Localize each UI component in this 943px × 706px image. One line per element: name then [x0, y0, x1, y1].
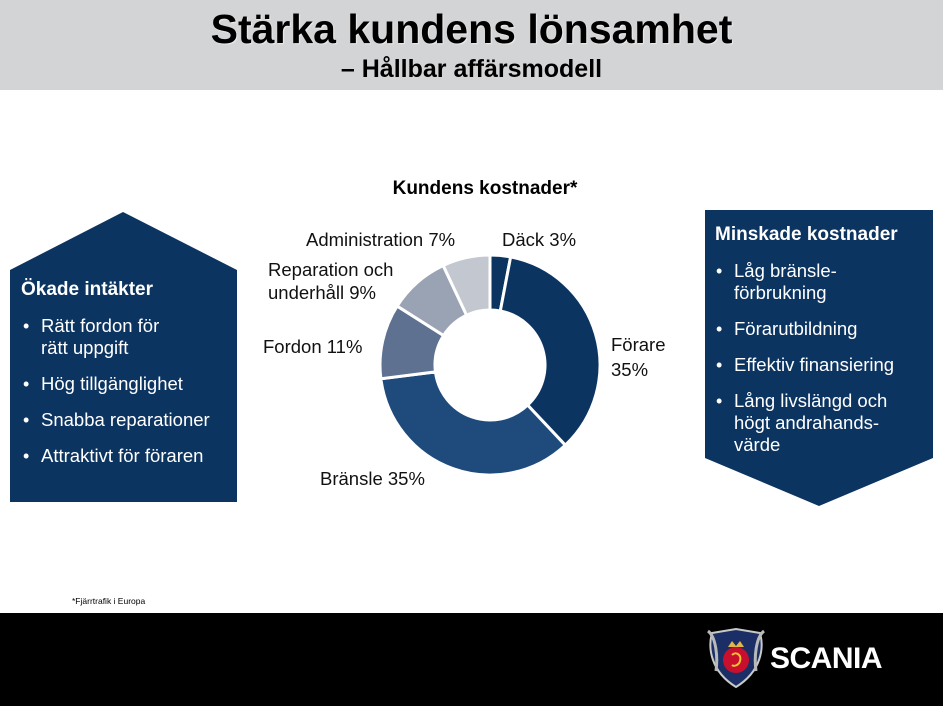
list-item-text: Attraktivt för föraren: [41, 445, 204, 466]
list-item: • Rätt fordon för rätt uppgift: [23, 315, 210, 359]
list-item-text: Effektiv finansiering: [734, 354, 895, 375]
list-item-text: Hög tillgänglighet: [41, 373, 183, 394]
page-title: Stärka kundens lönsamhet: [210, 6, 733, 52]
list-item: • Attraktivt för föraren: [23, 445, 210, 467]
label-administration: Administration 7%: [306, 229, 456, 250]
donut-slice-2: [379, 370, 568, 477]
list-item: • Hög tillgänglighet: [23, 373, 210, 395]
list-item-text: Förarutbildning: [734, 318, 858, 339]
list-item-text: Rätt fordon för: [41, 315, 160, 336]
label-reparation-line1: Reparation och: [268, 259, 394, 280]
bullet-icon: •: [716, 391, 723, 411]
chart-title: Kundens kostnader*: [392, 178, 578, 199]
list-item: • Lång livslängd och högt andrahands-värde: [716, 390, 894, 456]
increased-revenue-box: Ökade intäkter • Rätt fordon för rätt uppg…: [10, 212, 237, 502]
header-band: Stärka kundens lönsamhet – Hållbar affär…: [0, 0, 943, 90]
list-item-text: Lång livslängd och: [734, 390, 888, 411]
increased-revenue-list: • Rätt fordon för rätt uppgift • Hög tillgä…: [23, 315, 210, 481]
donut-slice-1: [498, 255, 602, 448]
list-item: • Snabba reparationer: [23, 409, 210, 431]
reduced-costs-heading: Minskade kostnader: [715, 224, 898, 245]
bullet-icon: •: [23, 410, 30, 430]
bullet-icon: •: [716, 319, 723, 339]
list-item-text: högt andrahands-: [734, 412, 880, 433]
label-fordon: Fordon 11%: [263, 336, 363, 357]
bullet-icon: •: [716, 355, 723, 375]
increased-revenue-heading: Ökade intäkter: [21, 279, 153, 300]
list-item-text: Låg bränsle-: [734, 260, 837, 281]
label-dack: Däck 3%: [502, 229, 577, 250]
donut-slice-5: [441, 253, 492, 318]
list-item: • Förarutbildning: [716, 318, 894, 340]
list-item: • Låg bränsle-förbrukning: [716, 260, 894, 304]
list-item-text: värde: [734, 434, 781, 455]
list-item: • Effektiv finansiering: [716, 354, 894, 376]
list-item-text: förbrukning: [734, 282, 827, 303]
bullet-icon: •: [23, 446, 30, 466]
label-bransle: Bränsle 35%: [320, 468, 425, 489]
list-item-text: rätt uppgift: [41, 337, 129, 358]
label-reparation-line2: underhåll 9%: [268, 282, 376, 303]
footer-band: [0, 613, 943, 706]
bullet-icon: •: [716, 261, 723, 281]
scania-griffin-logo-icon: [706, 627, 766, 689]
label-forare-line2: 35%: [611, 359, 649, 380]
scania-wordmark: SCANIA: [770, 642, 883, 675]
reduced-costs-box: Minskade kostnader • Låg bränsle-förbrukn…: [705, 210, 933, 506]
footnote: *Fjärrtrafik i Europa: [72, 596, 146, 606]
bullet-icon: •: [23, 316, 30, 336]
list-item-text: Snabba reparationer: [41, 409, 210, 430]
bullet-icon: •: [23, 374, 30, 394]
page-subtitle: – Hållbar affärsmodell: [340, 55, 603, 83]
label-forare-line1: Förare: [611, 334, 666, 355]
reduced-costs-list: • Låg bränsle-förbrukning • Förarutbildnin…: [716, 260, 894, 470]
